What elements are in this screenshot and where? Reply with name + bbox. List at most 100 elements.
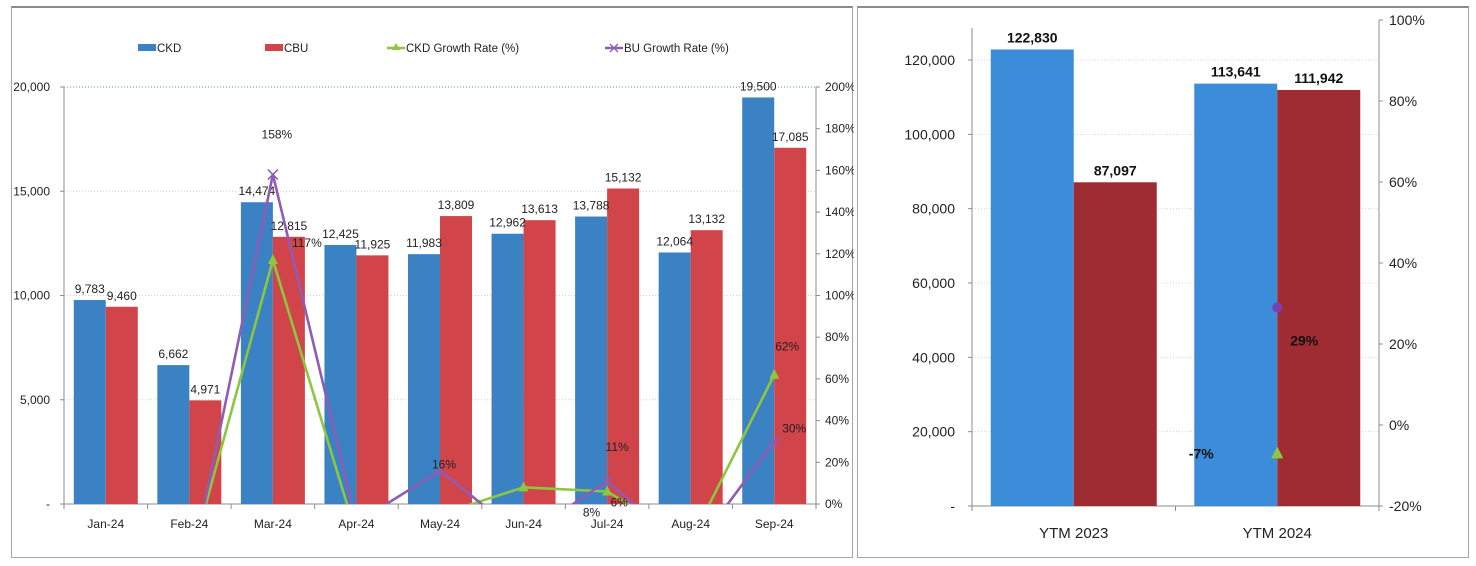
y-right-tick-label: 160% — [825, 163, 854, 177]
bar-value-label: 12,962 — [489, 216, 526, 230]
line-ckd-growth — [204, 258, 776, 504]
triangle-marker — [602, 485, 613, 496]
line-bu-growth — [203, 173, 776, 504]
y-left-tick-label: 40,000 — [912, 349, 955, 365]
y-right-tick-label: 20% — [1389, 336, 1417, 352]
bar-ckd — [1194, 83, 1278, 507]
bar-value-label: 113,641 — [1211, 64, 1261, 80]
y-right-tick-label: 40% — [825, 414, 849, 428]
legend-label: CBU — [284, 43, 308, 55]
bar-cbu — [1073, 182, 1157, 506]
bar-value-label: 122,830 — [1007, 29, 1058, 45]
ytm-chart: - 20,000 40,000 60,000 80,000 100,000 120,000 -… — [904, 12, 1425, 542]
y-left-tick-label: 15,000 — [13, 184, 50, 198]
bar-cbu — [607, 188, 640, 504]
bar-value-label: 19,500 — [740, 79, 777, 93]
bar-ckd — [990, 49, 1074, 506]
legend: CKD CBU CKD Growth Rate (%) BU Growth Rate … — [138, 43, 729, 55]
bar-ckd — [491, 233, 524, 504]
bar-cbu — [523, 220, 556, 504]
bar-value-label: 15,132 — [605, 170, 642, 184]
y-left-tick-label: - — [950, 498, 955, 514]
x-tick-label: Apr-24 — [338, 517, 374, 531]
bar-value-label: 11,925 — [355, 237, 391, 251]
y-left-tick-label: 20,000 — [912, 424, 955, 440]
bar-value-label: 13,809 — [438, 198, 475, 212]
x-tick-label: Jul-24 — [591, 517, 624, 531]
bar-cbu — [356, 255, 389, 504]
y-right-tick-label: 60% — [1389, 174, 1417, 190]
growth-value-label: 11% — [606, 440, 629, 454]
bar-ckd — [742, 97, 775, 505]
bar-cbu — [440, 216, 472, 505]
legend-item: CBU — [265, 43, 308, 55]
x-marker — [434, 465, 446, 477]
bar-cbu — [105, 306, 138, 504]
x-tick-label: YTM 2023 — [1039, 525, 1108, 542]
legend-item: BU Growth Rate (%) — [605, 43, 729, 55]
legend-x-marker — [609, 43, 619, 53]
bar-ckd — [408, 254, 440, 504]
monthly-chart: - 5,000 10,000 15,000 20,000 0% 20% 40% 60% 80% 10… — [13, 43, 854, 531]
bar-value-label: 12,815 — [271, 219, 308, 233]
y-right-tick-label: 60% — [825, 372, 849, 386]
growth-value-label: 8% — [583, 505, 601, 519]
y-right-tick-label: 100% — [825, 289, 854, 303]
bar-cbu — [1277, 89, 1361, 506]
bar-value-label: 14,474 — [239, 184, 276, 198]
y-left-tick-label: 5,000 — [20, 393, 50, 407]
legend-label: CKD — [157, 43, 181, 55]
bar-ckd — [324, 244, 357, 504]
x-tick-label: May-24 — [420, 517, 460, 531]
bar-value-label: 111,942 — [1294, 70, 1343, 86]
y-right-tick-label: 120% — [825, 247, 854, 261]
bar-cbu — [774, 147, 807, 504]
y-right-tick-label: 180% — [825, 122, 854, 136]
bar-value-label: 12,064 — [656, 234, 693, 248]
bar-ckd — [575, 216, 608, 504]
bar-value-label: 13,788 — [573, 199, 610, 213]
ckd-growth-label: -7% — [1189, 445, 1214, 461]
ytm-chart-panel: - 20,000 40,000 60,000 80,000 100,000 120,000 -… — [857, 6, 1469, 558]
bar-cbu — [690, 230, 723, 504]
bar-value-label: 12,425 — [322, 227, 359, 241]
y-right-tick-label: 0% — [825, 497, 843, 511]
triangle-marker — [518, 481, 529, 492]
bar-value-label: 13,613 — [521, 202, 558, 216]
bar-value-label: 9,460 — [107, 289, 137, 303]
bar-value-label: 13,132 — [688, 212, 725, 226]
y-left-tick-label: 80,000 — [912, 201, 955, 217]
bar-value-label: 87,097 — [1094, 162, 1137, 178]
x-marker — [768, 435, 780, 447]
monthly-chart-panel: - 5,000 10,000 15,000 20,000 0% 20% 40% 60% 80% 10… — [11, 6, 854, 558]
y-left-tick-label: 100,000 — [904, 126, 955, 142]
bar-value-label: 9,783 — [75, 282, 105, 296]
x-tick-label: Aug-24 — [671, 517, 710, 531]
growth-value-label: 117% — [292, 236, 322, 250]
bar-ckd — [658, 252, 691, 504]
bar-value-label: 17,085 — [772, 130, 809, 144]
y-right-tick-label: 40% — [1389, 255, 1417, 271]
cbu-growth-marker — [1272, 302, 1283, 313]
y-right-tick-label: 140% — [825, 205, 854, 219]
x-marker — [601, 475, 613, 487]
y-right-tick-label: 0% — [1389, 417, 1409, 433]
x-tick-label: YTM 2024 — [1243, 525, 1312, 542]
x-tick-label: Jun-24 — [505, 517, 542, 531]
y-right-tick-label: -20% — [1389, 498, 1422, 514]
cbu-growth-label: 29% — [1290, 333, 1319, 349]
triangle-marker — [769, 368, 780, 379]
legend-label: BU Growth Rate (%) — [624, 43, 729, 55]
legend-item: CKD Growth Rate (%) — [387, 43, 519, 55]
growth-value-label: 30% — [782, 421, 806, 435]
y-left-tick-label: 60,000 — [912, 275, 955, 291]
x-tick-label: Sep-24 — [755, 517, 794, 531]
triangle-marker — [267, 254, 278, 265]
legend-label: CKD Growth Rate (%) — [406, 43, 519, 55]
y-right-tick-label: 100% — [1389, 12, 1425, 28]
growth-value-label: 6% — [610, 495, 628, 509]
legend-swatch — [138, 44, 156, 51]
y-left-tick-label: 120,000 — [904, 52, 955, 68]
x-tick-label: Feb-24 — [170, 517, 208, 531]
legend-item: CKD — [138, 43, 181, 55]
